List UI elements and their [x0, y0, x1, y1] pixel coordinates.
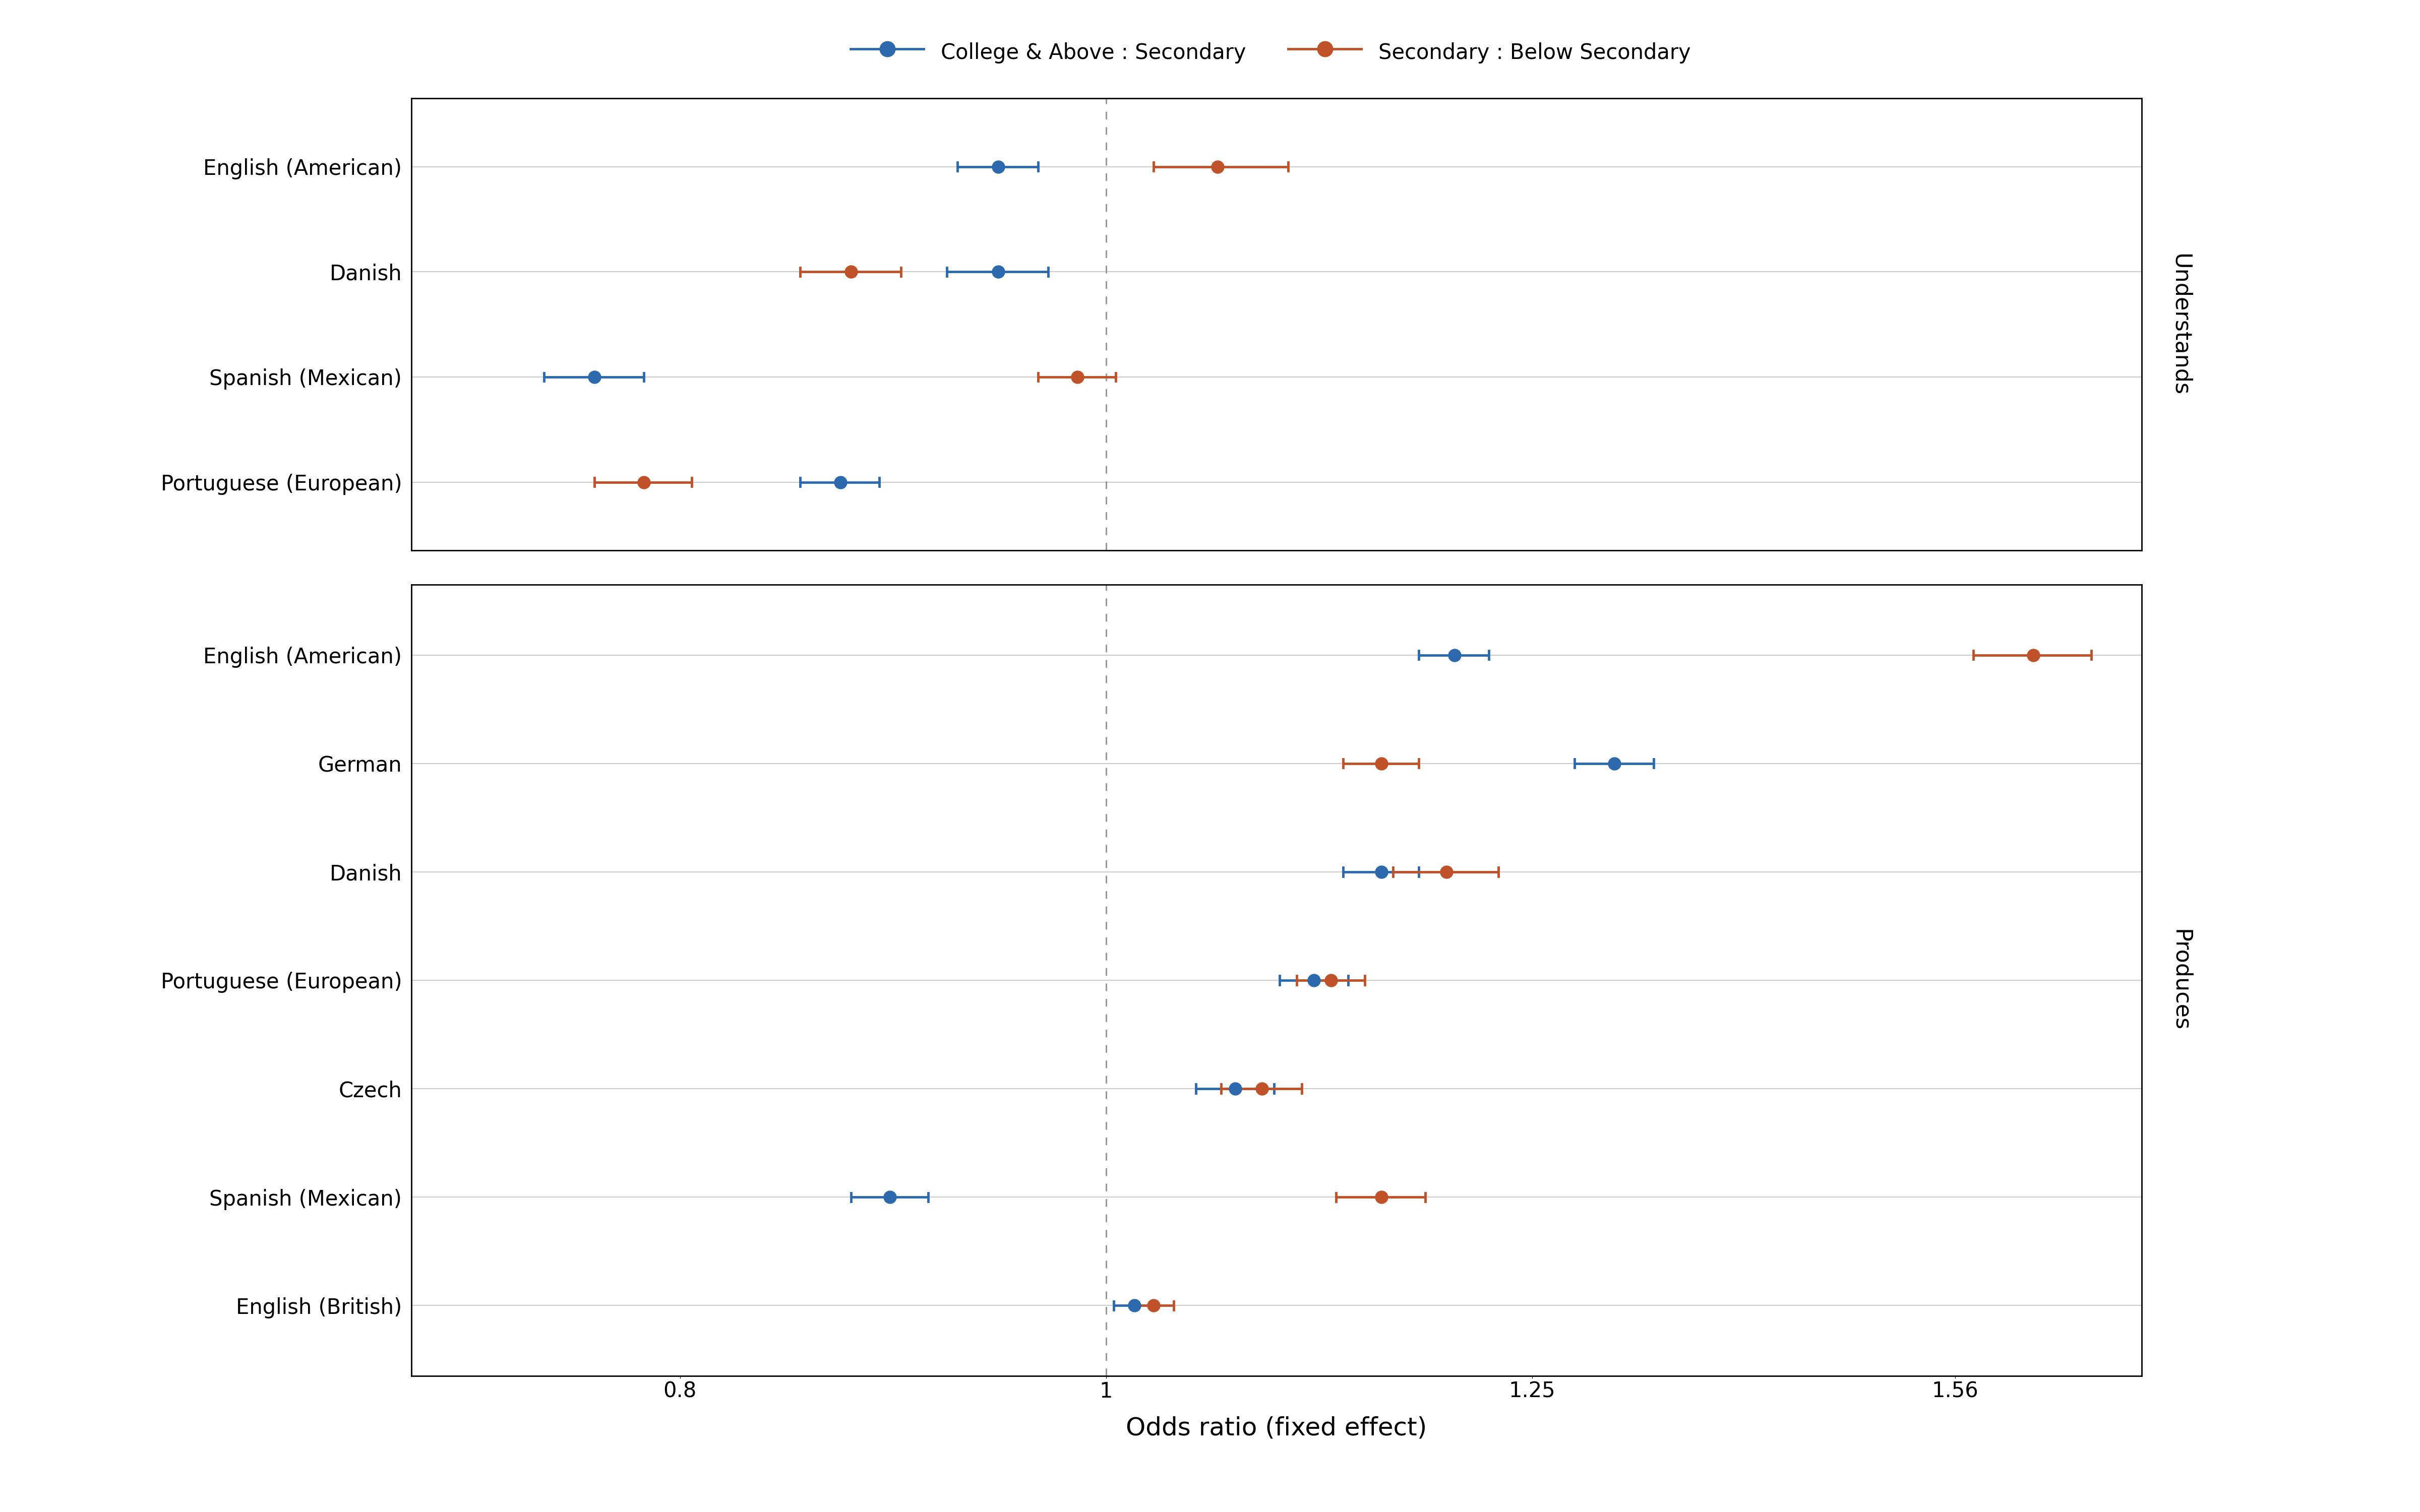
- Text: Produces: Produces: [2168, 930, 2190, 1031]
- Text: Understands: Understands: [2168, 254, 2190, 396]
- X-axis label: Odds ratio (fixed effect): Odds ratio (fixed effect): [1125, 1415, 1428, 1439]
- Legend: College & Above : Secondary, Secondary : Below Secondary: College & Above : Secondary, Secondary :…: [840, 29, 1701, 76]
